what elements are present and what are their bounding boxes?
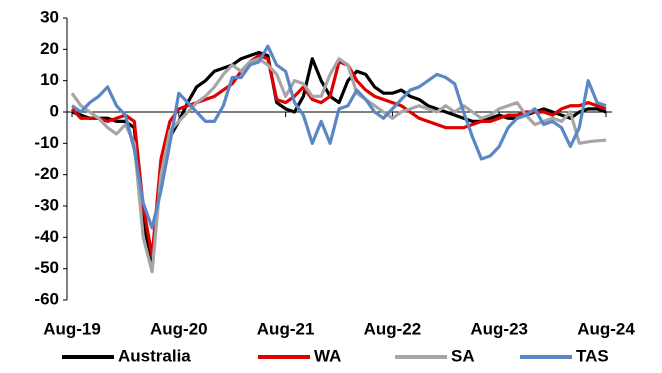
- x-tick-label: Aug-22: [364, 319, 422, 338]
- y-tick-label: -50: [34, 258, 59, 277]
- series-line: [71, 44, 607, 230]
- y-tick-label: -60: [34, 289, 59, 308]
- legend-label: SA: [451, 346, 475, 365]
- legend-label: Australia: [118, 346, 191, 365]
- y-tick-label: -30: [34, 195, 59, 214]
- y-tick-label: 30: [40, 7, 59, 26]
- series-line: [71, 50, 607, 264]
- x-tick-label: Aug-23: [470, 319, 528, 338]
- legend-label: TAS: [576, 346, 609, 365]
- y-tick-label: -40: [34, 227, 59, 246]
- x-tick-label: Aug-19: [43, 319, 101, 338]
- y-tick-label: -10: [34, 133, 59, 152]
- y-tick-label: 0: [50, 101, 59, 120]
- x-tick-label: Aug-20: [150, 319, 208, 338]
- series-line: [70, 57, 607, 274]
- x-tick-label: Aug-24: [577, 319, 635, 338]
- legend-label: WA: [314, 346, 341, 365]
- y-tick-label: 10: [40, 70, 59, 89]
- x-tick-label: Aug-21: [257, 319, 315, 338]
- y-tick-label: 20: [40, 39, 59, 58]
- y-tick-label: -20: [34, 164, 59, 183]
